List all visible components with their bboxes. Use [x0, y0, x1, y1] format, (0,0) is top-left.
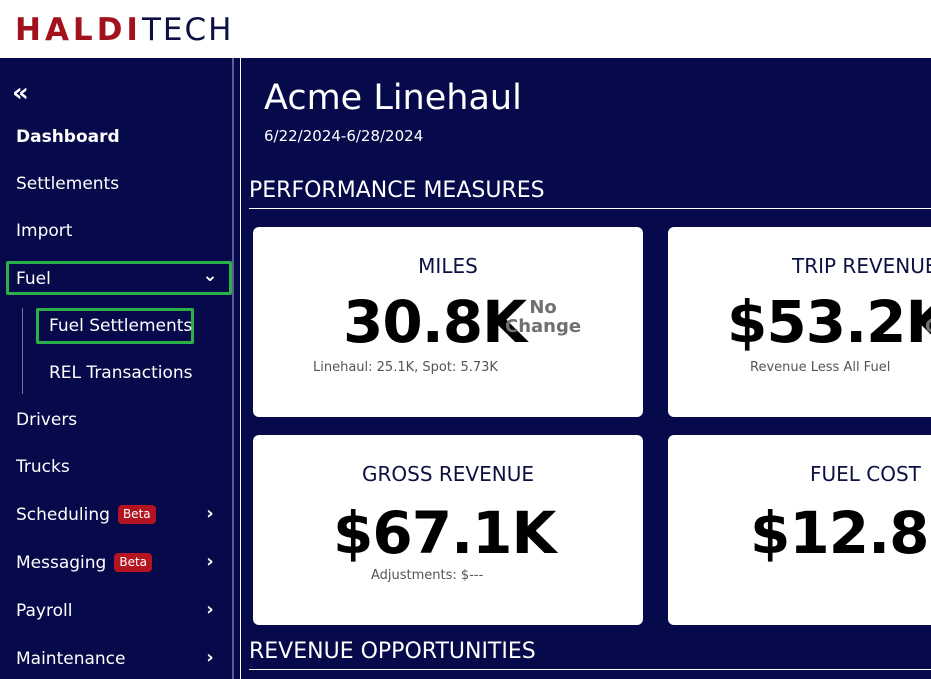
logo-part-tech: TECH — [141, 12, 234, 48]
card-subtext: Revenue Less All Fuel — [750, 360, 891, 375]
trip-revenue-card[interactable]: TRIP REVENUE $53.2K C Revenue Less All F… — [668, 227, 931, 417]
sidebar-item-label: Messaging — [16, 553, 107, 573]
card-title: MILES — [418, 254, 478, 278]
top-header: HALDITECH — [0, 0, 931, 58]
sidebar-item-scheduling[interactable]: Scheduling Beta — [16, 502, 156, 528]
sidebar-item-fuel[interactable]: Fuel — [16, 269, 51, 289]
card-value: 30.8K — [343, 288, 527, 356]
gross-revenue-card[interactable]: GROSS REVENUE $67.1K Adjustments: $--- — [253, 435, 643, 625]
sidebar-subitem-rel-transactions[interactable]: REL Transactions — [49, 363, 193, 383]
beta-badge: Beta — [117, 505, 156, 524]
card-title: FUEL COST — [810, 462, 921, 486]
section-divider — [249, 208, 931, 209]
date-range: 6/22/2024-6/28/2024 — [264, 127, 424, 145]
miles-card[interactable]: MILES 30.8K No Change Linehaul: 25.1K, S… — [253, 227, 643, 417]
chevron-right-icon[interactable]: › — [206, 599, 214, 620]
submenu-guide-line — [22, 308, 23, 394]
company-title: Acme Linehaul — [264, 78, 522, 118]
sidebar-item-trucks[interactable]: Trucks — [16, 457, 70, 477]
sidebar — [0, 58, 240, 679]
card-title: GROSS REVENUE — [362, 462, 534, 486]
card-subtext: Linehaul: 25.1K, Spot: 5.73K — [313, 360, 498, 375]
revenue-opportunities-heading: REVENUE OPPORTUNITIES — [249, 639, 536, 664]
sidebar-item-drivers[interactable]: Drivers — [16, 410, 78, 430]
haldi-tech-logo[interactable]: HALDITECH — [15, 13, 233, 47]
fuel-cost-card[interactable]: FUEL COST $12.8K — [668, 435, 931, 625]
card-change-indicator: C — [925, 317, 931, 336]
chevron-right-icon[interactable]: › — [206, 647, 214, 668]
sidebar-item-import[interactable]: Import — [16, 221, 73, 241]
section-divider — [249, 669, 931, 670]
sidebar-item-payroll[interactable]: Payroll — [16, 601, 73, 621]
collapse-sidebar-icon[interactable]: « — [12, 78, 29, 108]
card-value: $67.1K — [333, 499, 556, 567]
chevron-down-icon[interactable]: ⌄ — [202, 265, 218, 286]
performance-measures-heading: PERFORMANCE MEASURES — [249, 178, 545, 203]
card-value: $12.8K — [750, 499, 931, 567]
chevron-right-icon[interactable]: › — [206, 551, 214, 572]
fuel-highlight-box — [6, 261, 232, 295]
fuel-settlements-highlight-box — [36, 308, 194, 344]
sidebar-scroll-divider[interactable] — [232, 58, 234, 679]
logo-part-haldi: HALDI — [15, 12, 142, 48]
sidebar-item-dashboard[interactable]: Dashboard — [16, 127, 120, 147]
beta-badge: Beta — [114, 553, 153, 572]
change-line-1: No — [529, 297, 557, 318]
card-subtext: Adjustments: $--- — [371, 568, 484, 583]
chevron-right-icon[interactable]: › — [206, 503, 214, 524]
card-title: TRIP REVENUE — [792, 254, 931, 278]
card-value: $53.2K — [727, 288, 931, 356]
sidebar-subitem-fuel-settlements[interactable]: Fuel Settlements — [49, 316, 193, 336]
sidebar-item-messaging[interactable]: Messaging Beta — [16, 550, 153, 576]
change-line-2: Change — [505, 316, 582, 337]
sidebar-item-label: Scheduling — [16, 505, 110, 525]
card-change-indicator: No Change — [505, 298, 581, 336]
sidebar-item-maintenance[interactable]: Maintenance — [16, 649, 126, 669]
sidebar-item-settlements[interactable]: Settlements — [16, 174, 120, 194]
